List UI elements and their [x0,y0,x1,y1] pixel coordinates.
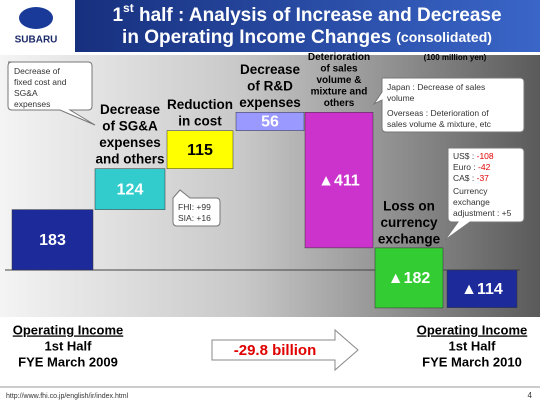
title-part: half : Analysis of Increase and Decrease [134,5,502,26]
note-text: SG&A [14,88,38,98]
callout-box [172,189,221,227]
note-text: CA$ : -37 [453,173,489,183]
bar [94,168,166,210]
note-label: US$ : [453,151,477,161]
category-label: expenses [239,95,301,110]
category-label: Loss on [383,198,435,213]
bar [446,269,518,308]
note-text: fixed cost and [14,77,67,87]
note-text: Decrease of [14,66,60,76]
callout-box [7,61,96,126]
note-text: Euro : -42 [453,162,491,172]
unit-label: (100 million yen) [424,53,487,62]
category-label: of SG&A [102,118,158,133]
category-label: expenses [99,135,161,150]
category-label: others [324,98,355,109]
callout-box [444,147,525,241]
change-label: -29.8 billion [234,342,317,359]
category-label: of sales [320,63,358,74]
category-label: Operating Income [13,322,124,337]
value-label: ▲182 [388,270,431,287]
note-text: US$ : -108 [453,151,494,161]
note-text: Japan : Decrease of sales [387,82,485,92]
note-text: Overseas : Deterioration of [387,108,489,118]
category-label: FYE March 2009 [18,354,118,369]
value-label: 183 [39,232,66,249]
title-part: (consolidated) [396,29,492,45]
bar [374,247,444,309]
category-label: Operating Income [417,322,528,337]
value-label: ▲411 [318,172,360,189]
note-text: SIA: +16 [178,213,211,223]
title-line: 1st half : Analysis of Increase and Decr… [112,1,501,26]
category-label: Decrease [100,102,161,117]
category-label: Reduction [167,97,233,112]
note-value: -42 [478,162,491,172]
category-label: 1st Half [449,338,497,353]
note-text: Currency [453,186,488,196]
note-label: CA$ : [453,173,477,183]
bar [11,209,94,271]
footer-url: http://www.fhi.co.jp/english/ir/index.ht… [6,393,129,400]
category-label: currency [380,215,438,230]
category-label: of R&D [247,78,293,93]
category-label: FYE March 2010 [422,354,522,369]
category-label: volume & [316,75,361,86]
logo-emblem [19,7,53,29]
note-text: FHI: +99 [178,202,211,212]
bar [235,112,305,131]
category-label: mixture and [311,86,368,97]
note-text: volume [387,93,415,103]
category-label: exchange [378,231,441,246]
header-band [75,0,540,52]
page-number: 4 [528,391,533,400]
note-label: Euro : [453,162,478,172]
category-label: Deterioration [308,52,370,63]
value-label: ▲114 [461,281,503,298]
bar [304,112,374,249]
note-text: expenses [14,99,50,109]
bar [166,130,234,169]
note-value: -37 [477,173,490,183]
value-label: 124 [117,181,144,198]
note-text: exchange [453,197,490,207]
value-label: 115 [187,142,213,159]
category-label: 1st Half [45,338,93,353]
value-label: 56 [261,114,279,131]
category-label: in cost [178,113,222,128]
change-arrow [211,328,359,372]
note-text: sales volume & mixture, etc [387,119,492,129]
title-sup: st [123,1,134,15]
category-label: and others [95,151,164,166]
logo-text: SUBARU [15,35,58,46]
title-part: 1 [112,5,123,26]
title-line: in Operating Income Changes (consolidated… [122,27,492,48]
title-part: in Operating Income Changes [122,27,391,48]
note-value: -108 [477,151,494,161]
note-text: adjustment : +5 [453,208,512,218]
category-label: Decrease [240,62,301,77]
callout-box [372,77,525,133]
